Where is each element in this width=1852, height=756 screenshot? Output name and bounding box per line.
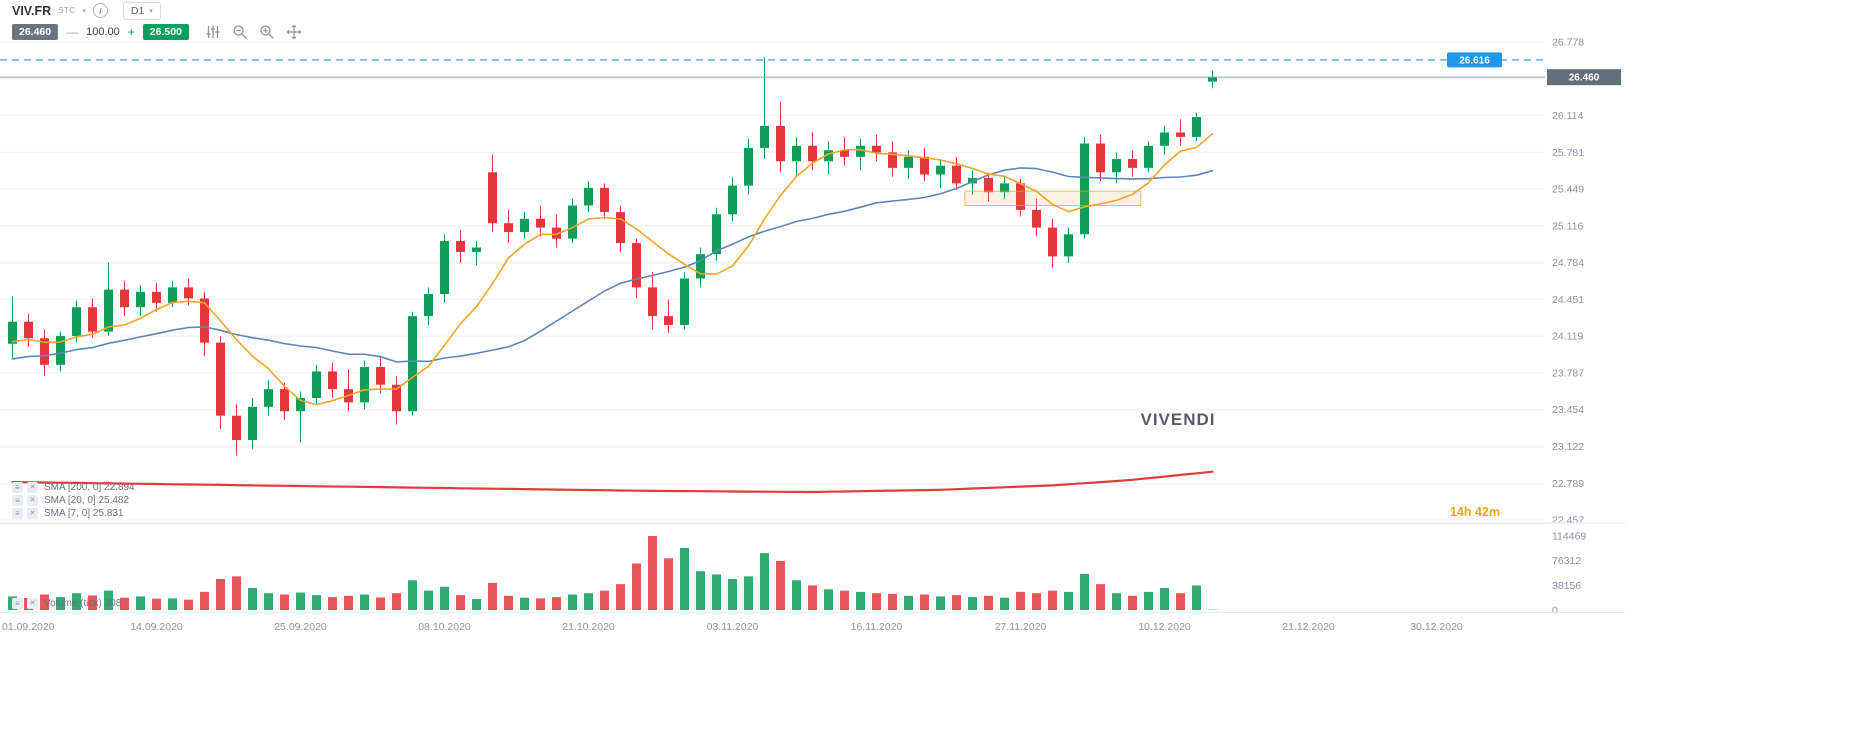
svg-text:14.09.2020: 14.09.2020: [130, 621, 183, 633]
svg-text:26.114: 26.114: [1552, 110, 1583, 122]
svg-text:22.457: 22.457: [1552, 515, 1584, 527]
indicator-settings-icon[interactable]: ≡: [12, 494, 23, 506]
svg-text:21.10.2020: 21.10.2020: [562, 621, 615, 633]
trade-toolbar: 26.460 — 100.00 + 26.500: [12, 21, 303, 43]
svg-text:25.116: 25.116: [1552, 220, 1583, 232]
indicator-label: SMA [20, 0] 25.482: [44, 494, 130, 506]
buy-ask-button[interactable]: 26.500: [142, 23, 189, 41]
indicator-settings-icon[interactable]: ≡: [12, 597, 23, 609]
current-price-badge: [1547, 69, 1621, 86]
svg-text:38156: 38156: [1552, 580, 1581, 592]
symbol-watermark: VIVENDI: [1140, 410, 1215, 429]
zoom-out-icon[interactable]: [232, 24, 249, 41]
timeframe-select[interactable]: D1 ▾: [122, 1, 161, 20]
candle-countdown: 14h 42m: [1450, 505, 1500, 519]
svg-text:27.11.2020: 27.11.2020: [995, 621, 1047, 633]
sma-20-line: [11, 167, 1214, 363]
current-price-value: 26.460: [1569, 73, 1600, 84]
symbol-dropdown-chevron-icon[interactable]: ▾: [82, 7, 86, 15]
svg-text:21.12.2020: 21.12.2020: [1282, 621, 1335, 633]
indicator-legend-sma-200: ≡ ✕ SMA [200, 0] 22.894: [12, 481, 135, 493]
indicator-label: SMA [7, 0] 25.831: [44, 507, 124, 519]
svg-text:25.781: 25.781: [1552, 147, 1584, 159]
svg-text:24.451: 24.451: [1552, 294, 1584, 306]
info-icon[interactable]: i: [92, 3, 108, 18]
indicator-label: Volume (tick) 308: [44, 597, 122, 609]
date-axis-labels: 01.09.2020 14.09.2020 25.09.2020 08.10.2020…: [2, 621, 1463, 633]
svg-text:25.449: 25.449: [1552, 184, 1584, 196]
zoom-in-icon[interactable]: [259, 24, 276, 41]
exchange-tag: STC: [58, 6, 76, 15]
indicator-remove-icon[interactable]: ✕: [27, 507, 38, 519]
timeframe-value: D1: [130, 4, 145, 17]
svg-text:30.12.2020: 30.12.2020: [1410, 621, 1463, 633]
volume-axis-labels: 114469 76312 38156 0: [1552, 531, 1586, 617]
svg-text:03.11.2020: 03.11.2020: [707, 621, 759, 633]
price-gridlines: 26.77826.44626.11425.78125.44925.11624.7…: [0, 37, 1584, 527]
svg-text:22.789: 22.789: [1552, 478, 1584, 490]
alert-level-badge[interactable]: [1447, 52, 1502, 68]
svg-text:0: 0: [1552, 605, 1558, 617]
svg-text:23.787: 23.787: [1552, 367, 1584, 379]
svg-text:24.784: 24.784: [1552, 257, 1584, 269]
svg-text:01.09.2020: 01.09.2020: [2, 621, 55, 633]
symbol-name[interactable]: VIV.FR: [12, 3, 52, 18]
amount-increase-button[interactable]: +: [127, 25, 135, 39]
indicator-settings-icon[interactable]: ≡: [12, 481, 23, 493]
chart-canvas[interactable]: 26.77826.44626.11425.78125.44925.11624.7…: [0, 36, 1852, 656]
svg-text:23.454: 23.454: [1552, 404, 1584, 416]
sell-bid-button[interactable]: 26.460: [12, 23, 59, 41]
svg-text:76312: 76312: [1552, 555, 1581, 567]
indicator-label: SMA [200, 0] 22.894: [44, 481, 135, 493]
svg-text:10.12.2020: 10.12.2020: [1138, 621, 1191, 633]
trade-amount-value[interactable]: 100.00: [86, 26, 120, 38]
indicator-settings-icon[interactable]: ≡: [12, 507, 23, 519]
svg-text:16.11.2020: 16.11.2020: [851, 621, 903, 633]
indicator-remove-icon[interactable]: ✕: [27, 494, 38, 506]
indicator-remove-icon[interactable]: ✕: [27, 597, 38, 609]
timeframe-chevron-icon: ▾: [149, 7, 153, 15]
indicator-legend-sma-20: ≡ ✕ SMA [20, 0] 25.482: [12, 494, 129, 506]
position-zone-box[interactable]: [964, 190, 1142, 207]
candlesticks: [8, 57, 1217, 456]
pan-move-icon[interactable]: [286, 24, 303, 41]
chart-root: 26.77826.44626.11425.78125.44925.11624.7…: [0, 37, 1625, 633]
svg-text:23.122: 23.122: [1552, 441, 1584, 453]
svg-text:26.778: 26.778: [1552, 37, 1584, 49]
chart-tools: [205, 24, 303, 41]
volume-indicator-legend: ≡ ✕ Volume (tick) 308: [12, 597, 121, 609]
indicators-equalizer-icon[interactable]: [205, 24, 222, 41]
indicator-legend-sma-7: ≡ ✕ SMA [7, 0] 25.831: [12, 507, 124, 519]
indicator-remove-icon[interactable]: ✕: [27, 481, 38, 493]
volume-bars: [8, 536, 1217, 610]
amount-decrease-button[interactable]: —: [66, 25, 79, 39]
svg-text:25.09.2020: 25.09.2020: [274, 621, 327, 633]
svg-text:08.10.2020: 08.10.2020: [418, 621, 471, 633]
sma-200-line: [11, 470, 1214, 494]
alert-level-price: 26.616: [1459, 55, 1490, 66]
svg-text:24.119: 24.119: [1552, 331, 1583, 343]
chart-header: VIV.FR STC ▾ i D1 ▾: [12, 0, 161, 21]
svg-text:114469: 114469: [1552, 531, 1586, 543]
sma-7-line: [11, 133, 1214, 406]
